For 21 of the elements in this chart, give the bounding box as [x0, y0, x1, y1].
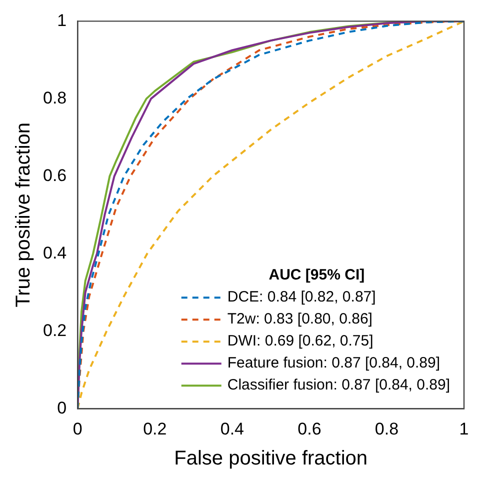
x-tick-label: 0.6	[298, 419, 322, 438]
legend-label: DWI: 0.69 [0.62, 0.75]	[227, 332, 374, 350]
legend-label: Feature fusion: 0.87 [0.84, 0.89]	[227, 354, 440, 372]
y-tick-label: 0.6	[42, 166, 67, 185]
y-tick-label: 0.4	[42, 243, 67, 262]
x-tick-label: 0	[72, 419, 82, 438]
y-tick-label: 0	[57, 398, 67, 418]
y-tick-label: 1	[57, 10, 67, 30]
y-tick-label: 0.8	[42, 88, 67, 108]
legend-label: T2w: 0.83 [0.80, 0.86]	[227, 310, 372, 328]
y-tick-label: 0.2	[42, 320, 67, 340]
x-tick-label: 0.4	[220, 419, 244, 438]
line-series	[78, 21, 464, 409]
legend-title: AUC [95% CI]	[268, 266, 365, 284]
x-tick-label: 0.2	[143, 419, 167, 438]
y-axis-title: True positive fraction	[12, 122, 35, 308]
legend-label: DCE: 0.84 [0.82, 0.87]	[227, 288, 376, 306]
legend-label: Classifier fusion: 0.87 [0.84, 0.89]	[227, 376, 450, 394]
x-tick-label: 0.8	[374, 419, 399, 438]
x-axis-title: False positive fraction	[174, 448, 368, 470]
x-tick-label: 1	[459, 419, 469, 438]
